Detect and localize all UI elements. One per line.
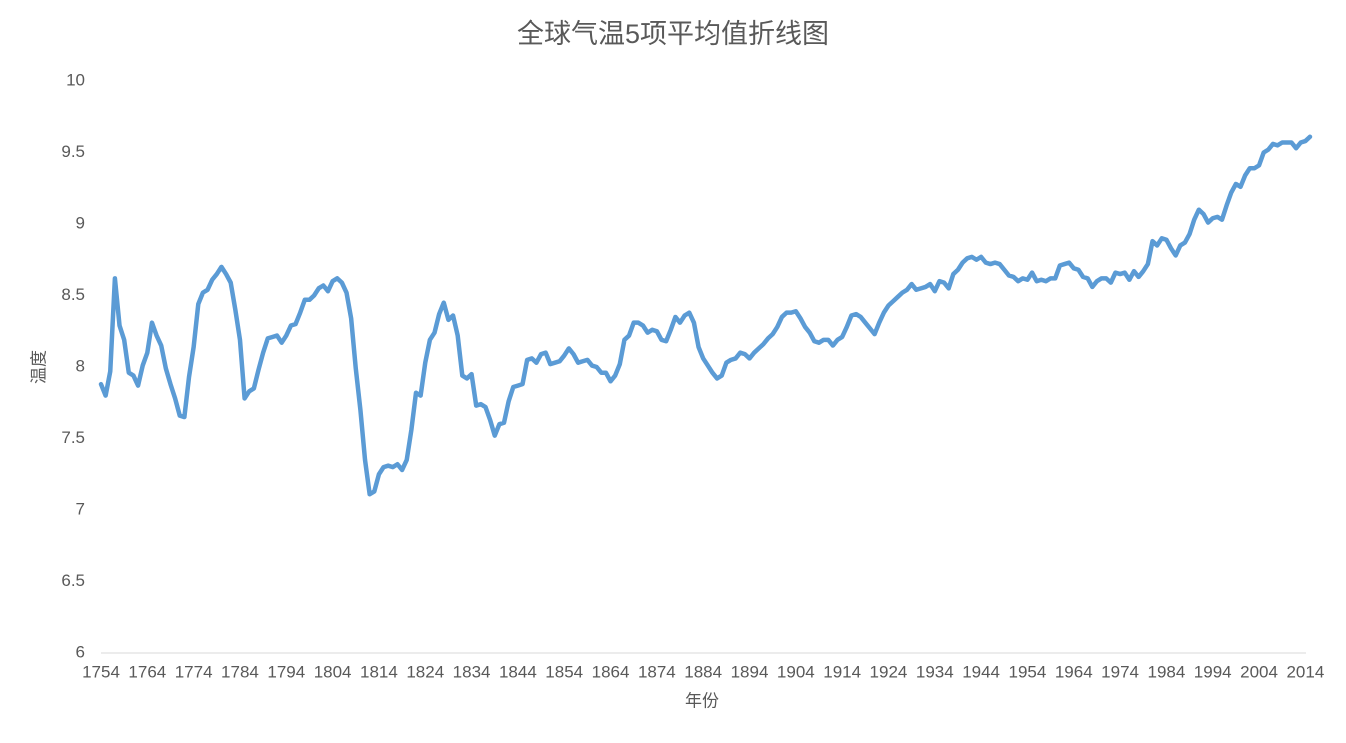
x-tick-label: 1914 — [823, 662, 861, 681]
x-tick-label: 1774 — [175, 662, 213, 681]
x-tick-label: 1964 — [1055, 662, 1093, 681]
x-tick-label: 1884 — [684, 662, 722, 681]
y-tick-label: 6 — [76, 642, 85, 661]
x-tick-label: 2014 — [1286, 662, 1324, 681]
x-tick-label: 1984 — [1147, 662, 1185, 681]
x-tick-label: 1814 — [360, 662, 398, 681]
x-tick-label: 1754 — [82, 662, 120, 681]
x-tick-label: 1934 — [916, 662, 954, 681]
y-tick-label: 9 — [76, 213, 85, 232]
x-tick-label: 1854 — [545, 662, 583, 681]
y-tick-label: 8.5 — [61, 285, 85, 304]
x-axis-label: 年份 — [685, 691, 719, 710]
x-tick-label: 1864 — [592, 662, 630, 681]
y-tick-label: 7.5 — [61, 428, 85, 447]
x-tick-label: 1834 — [453, 662, 491, 681]
x-tick-label: 1844 — [499, 662, 537, 681]
x-tick-label: 1794 — [267, 662, 305, 681]
y-tick-label: 6.5 — [61, 571, 85, 590]
x-tick-label: 1874 — [638, 662, 676, 681]
x-tick-label: 1974 — [1101, 662, 1139, 681]
x-tick-label: 1944 — [962, 662, 1000, 681]
temperature-line — [98, 134, 1313, 497]
x-tick-label: 1894 — [731, 662, 769, 681]
x-tick-label: 1824 — [406, 662, 444, 681]
y-tick-label: 8 — [76, 356, 85, 375]
x-tick-label: 1954 — [1009, 662, 1047, 681]
y-tick-label: 7 — [76, 499, 85, 518]
x-tick-label: 1764 — [128, 662, 166, 681]
x-tick-label: 1924 — [870, 662, 908, 681]
y-tick-label: 9.5 — [61, 142, 85, 161]
x-tick-label: 1904 — [777, 662, 815, 681]
y-tick-label: 10 — [66, 70, 85, 89]
y-axis-label: 温度 — [29, 350, 48, 384]
x-tick-label: 1784 — [221, 662, 259, 681]
x-tick-label: 2004 — [1240, 662, 1278, 681]
chart-title: 全球气温5项平均值折线图 — [517, 19, 829, 49]
x-tick-label: 1994 — [1194, 662, 1232, 681]
x-tick-label: 1804 — [314, 662, 352, 681]
